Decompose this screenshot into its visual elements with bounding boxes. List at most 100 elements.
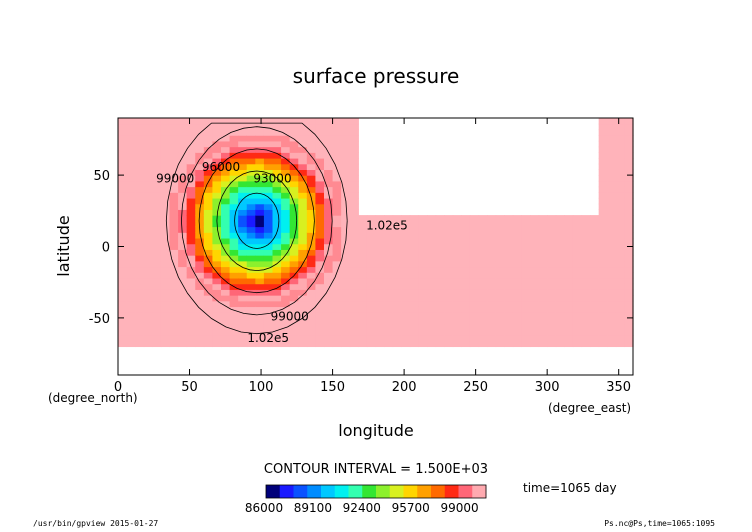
field-cell xyxy=(298,146,308,153)
field-cell xyxy=(160,289,171,296)
field-cell xyxy=(289,169,299,176)
field-cell xyxy=(306,180,317,188)
field-cell xyxy=(435,340,445,348)
field-cell xyxy=(263,192,274,199)
field-cell xyxy=(229,140,239,148)
field-cell xyxy=(349,272,359,279)
field-cell xyxy=(306,272,317,279)
contour-line xyxy=(216,170,298,272)
field-cell xyxy=(564,300,574,308)
field-cell xyxy=(555,295,565,302)
field-cell xyxy=(186,249,196,256)
field-cell xyxy=(160,203,171,210)
field-cell xyxy=(143,295,153,302)
field-cell xyxy=(581,340,591,348)
field-cell xyxy=(255,260,265,268)
field-cell xyxy=(495,215,505,222)
field-cell xyxy=(169,249,179,256)
field-cell xyxy=(289,335,299,342)
contour-label: 93000 xyxy=(253,171,291,185)
field-cell xyxy=(281,249,291,256)
field-cell xyxy=(289,277,299,285)
field-cell xyxy=(341,312,351,319)
field-cell xyxy=(306,209,317,216)
field-cell xyxy=(375,237,385,245)
field-cell xyxy=(126,243,136,250)
field-cell xyxy=(221,243,231,250)
field-cell xyxy=(581,317,591,325)
field-cell xyxy=(607,163,617,170)
field-cell xyxy=(615,192,626,199)
field-cell xyxy=(624,226,634,233)
field-cell xyxy=(444,300,454,308)
field-cell xyxy=(598,232,608,239)
field-cell xyxy=(160,175,171,182)
field-cell xyxy=(178,266,188,273)
field-cell xyxy=(332,317,342,325)
field-cell xyxy=(332,323,342,330)
field-cell xyxy=(315,152,325,159)
field-cell xyxy=(126,295,136,302)
field-cell xyxy=(255,232,265,239)
field-cell xyxy=(392,266,402,273)
field-cell xyxy=(435,300,445,308)
field-cell xyxy=(221,197,231,205)
field-cell xyxy=(572,335,583,342)
field-cell xyxy=(547,340,557,348)
field-cell xyxy=(444,340,454,348)
field-cell xyxy=(178,163,188,170)
field-cell xyxy=(427,260,437,268)
field-cell xyxy=(221,317,231,325)
field-cell xyxy=(315,169,325,176)
field-cell xyxy=(590,306,600,313)
field-cell xyxy=(255,243,265,250)
field-cell xyxy=(238,135,248,142)
field-cell xyxy=(452,266,462,273)
field-cell xyxy=(375,266,385,273)
field-cell xyxy=(624,329,634,336)
field-cell xyxy=(324,180,334,188)
field-cell xyxy=(341,118,351,125)
field-cell xyxy=(624,209,634,216)
field-cell xyxy=(212,289,222,296)
field-cell xyxy=(203,215,214,222)
field-cell xyxy=(178,123,188,131)
field-cell xyxy=(341,295,351,302)
field-cell xyxy=(221,272,231,279)
field-cell xyxy=(118,295,128,302)
field-cell xyxy=(246,140,256,148)
field-cell xyxy=(306,140,317,148)
field-cell xyxy=(263,243,274,250)
field-cell xyxy=(615,169,626,176)
field-cell xyxy=(263,283,274,290)
field-cell xyxy=(203,243,214,250)
field-cell xyxy=(487,232,497,239)
field-cell xyxy=(306,295,317,302)
field-cell xyxy=(607,197,617,205)
field-cell xyxy=(547,335,557,342)
field-cell xyxy=(263,306,274,313)
field-cell xyxy=(366,220,377,228)
field-cell xyxy=(590,295,600,302)
field-cell xyxy=(590,226,600,233)
field-cell xyxy=(186,146,196,153)
field-cell xyxy=(126,329,136,336)
field-cell xyxy=(324,260,334,268)
field-cell xyxy=(126,335,136,342)
field-cell xyxy=(195,335,205,342)
field-cell xyxy=(298,295,308,302)
field-cell xyxy=(186,260,196,268)
field-cell xyxy=(229,163,239,170)
field-cell xyxy=(186,289,196,296)
field-cell xyxy=(178,175,188,182)
field-cell xyxy=(160,232,171,239)
field-cell xyxy=(289,203,299,210)
field-cell xyxy=(452,329,462,336)
field-cell xyxy=(255,220,265,228)
field-cell xyxy=(281,295,291,302)
field-cell xyxy=(315,203,325,210)
field-cell xyxy=(341,260,351,268)
field-cell xyxy=(160,312,171,319)
field-cell xyxy=(615,118,626,125)
